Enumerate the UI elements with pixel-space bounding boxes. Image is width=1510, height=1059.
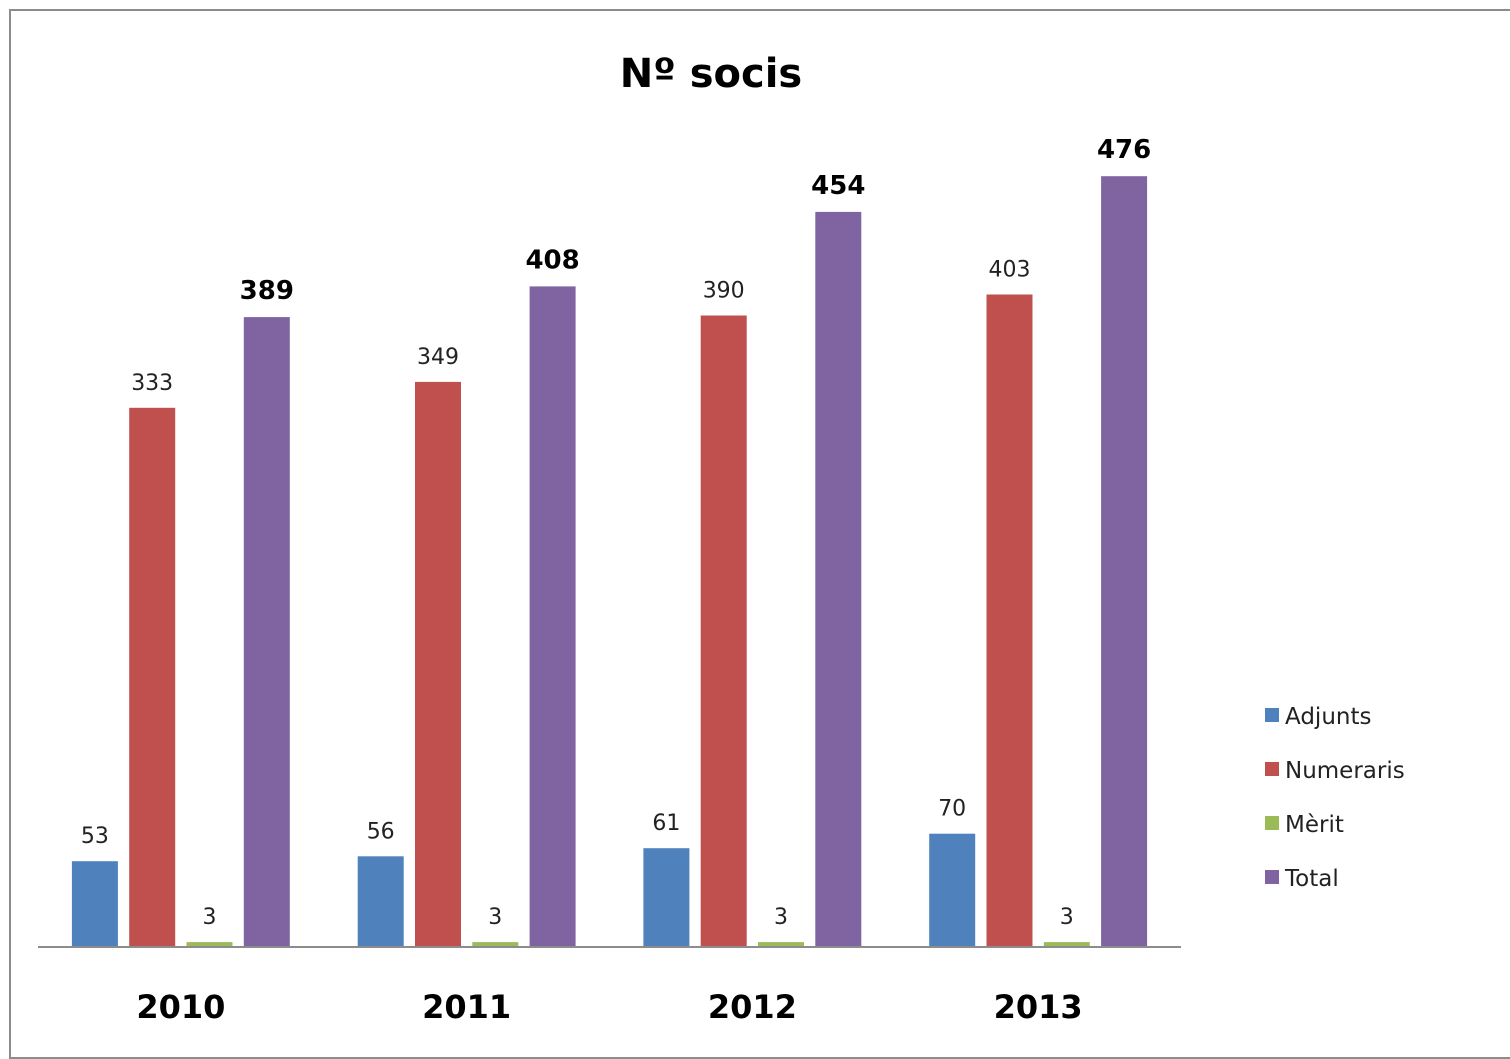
legend-swatch-numeraris	[1265, 762, 1279, 776]
legend-label-total: Total	[1284, 866, 1339, 892]
x-tick-labels: 2010 2011 2012 2013	[136, 988, 1082, 1026]
data-label-total-2013: 476	[1097, 135, 1151, 165]
x-tick-label-2010: 2010	[136, 988, 225, 1026]
data-label-m-rit-2013: 3	[1060, 905, 1074, 930]
bar-m-rit-2011	[472, 942, 519, 947]
data-label-total-2010: 389	[240, 276, 294, 306]
bar-adjunts-2010	[71, 861, 118, 947]
data-label-m-rit-2011: 3	[488, 905, 502, 930]
data-label-adjunts-2012: 61	[652, 811, 680, 836]
data-label-adjunts-2011: 56	[367, 819, 395, 844]
data-label-total-2012: 454	[811, 171, 865, 201]
bar-total-2010	[243, 317, 290, 948]
legend-label-m-rit: Mèrit	[1285, 812, 1344, 838]
legend: Adjunts Numeraris Mèrit Total	[1265, 704, 1405, 892]
bar-m-rit-2012	[758, 942, 804, 947]
legend-label-adjunts: Adjunts	[1285, 704, 1371, 730]
legend-swatch-m-rit	[1265, 816, 1279, 830]
legend-label-numeraris: Numeraris	[1285, 758, 1405, 784]
bar-numeraris-2013	[986, 294, 1033, 947]
bar-m-rit-2010	[186, 942, 233, 947]
bar-numeraris-2012	[700, 315, 747, 947]
data-label-adjunts-2013: 70	[938, 797, 966, 822]
bar-adjunts-2012	[643, 848, 690, 947]
chart-title: Nº socis	[620, 51, 802, 97]
bar-numeraris-2011	[415, 381, 461, 947]
bar-numeraris-2010	[129, 407, 176, 947]
bar-total-2013	[1101, 176, 1148, 947]
x-tick-label-2013: 2013	[994, 988, 1083, 1026]
bar-total-2012	[815, 211, 862, 947]
x-tick-label-2011: 2011	[422, 988, 511, 1026]
x-tick-label-2012: 2012	[708, 988, 797, 1026]
data-label-m-rit-2010: 3	[203, 905, 217, 930]
bar-adjunts-2013	[929, 833, 976, 947]
bar-m-rit-2013	[1043, 942, 1090, 947]
data-label-numeraris-2012: 390	[703, 279, 745, 304]
legend-swatch-adjunts	[1265, 708, 1279, 722]
data-label-total-2011: 408	[525, 245, 579, 275]
bar-adjunts-2011	[357, 856, 404, 947]
data-label-adjunts-2010: 53	[81, 824, 109, 849]
data-label-numeraris-2010: 333	[131, 371, 173, 396]
bar-total-2011	[529, 286, 576, 947]
data-label-numeraris-2013: 403	[989, 258, 1031, 283]
bars-group	[71, 176, 1148, 948]
data-label-numeraris-2011: 349	[417, 345, 459, 370]
data-label-m-rit-2012: 3	[774, 905, 788, 930]
legend-swatch-total	[1265, 870, 1279, 884]
